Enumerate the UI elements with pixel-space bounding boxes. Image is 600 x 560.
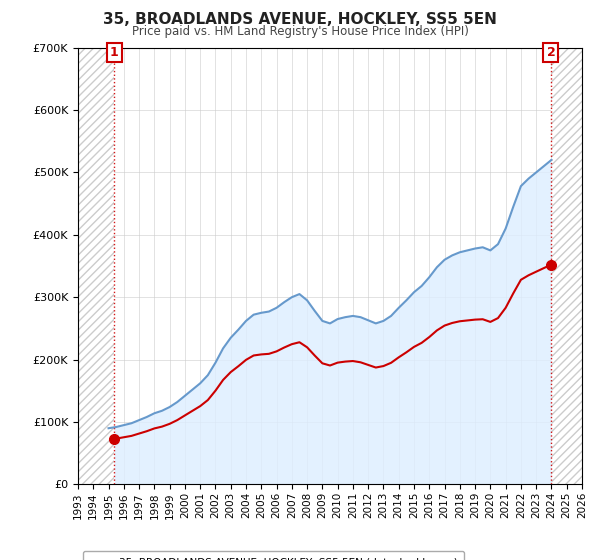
Bar <box>551 48 582 484</box>
Text: Price paid vs. HM Land Registry's House Price Index (HPI): Price paid vs. HM Land Registry's House … <box>131 25 469 38</box>
Text: 2: 2 <box>547 46 556 59</box>
Legend: 35, BROADLANDS AVENUE, HOCKLEY, SS5 5EN (detached house), HPI: Average price, de: 35, BROADLANDS AVENUE, HOCKLEY, SS5 5EN … <box>83 551 464 560</box>
Bar <box>78 48 114 484</box>
Text: 1: 1 <box>110 46 119 59</box>
Text: 35, BROADLANDS AVENUE, HOCKLEY, SS5 5EN: 35, BROADLANDS AVENUE, HOCKLEY, SS5 5EN <box>103 12 497 27</box>
